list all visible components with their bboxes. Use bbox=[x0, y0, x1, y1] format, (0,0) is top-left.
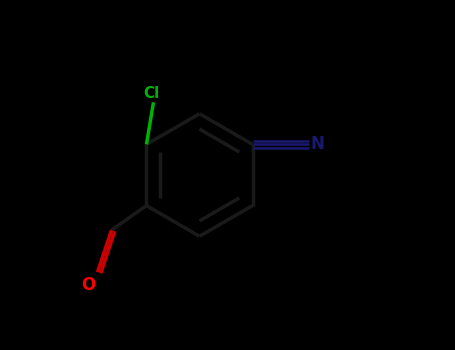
Text: Cl: Cl bbox=[144, 86, 160, 101]
Text: N: N bbox=[310, 135, 324, 153]
Text: O: O bbox=[81, 276, 96, 294]
